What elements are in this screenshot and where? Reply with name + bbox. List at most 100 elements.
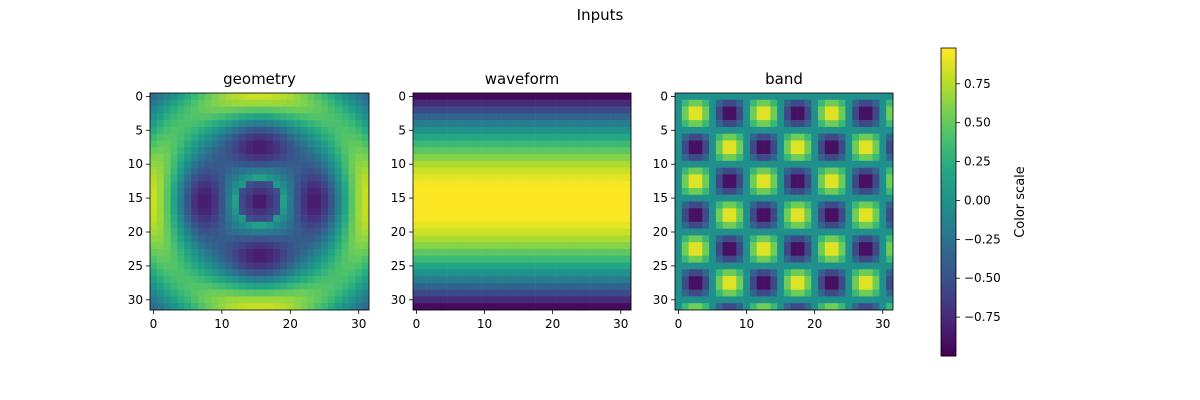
heatmap-cell	[245, 187, 253, 196]
heatmap-cell	[838, 99, 846, 107]
heatmap-cell	[286, 242, 295, 250]
heatmap-cell	[886, 126, 894, 134]
heatmap-cell	[617, 201, 625, 209]
heatmap-cell	[327, 187, 336, 196]
heatmap-cell	[617, 235, 625, 243]
heatmap-cell	[508, 201, 516, 209]
heatmap-cell	[736, 93, 744, 101]
colorbar-segment	[941, 258, 956, 262]
heatmap-cell	[528, 147, 536, 155]
heatmap-cell	[770, 113, 778, 121]
heatmap-cell	[426, 255, 434, 263]
heatmap-cell	[790, 194, 798, 202]
heatmap-cell	[508, 221, 516, 229]
heatmap-cell	[702, 154, 710, 162]
heatmap-cell	[675, 194, 683, 202]
heatmap-cell	[528, 113, 536, 121]
heatmap-cell	[729, 276, 737, 284]
heatmap-cell	[797, 201, 805, 209]
colorbar-segment	[941, 212, 956, 216]
heatmap-cell	[590, 289, 598, 297]
heatmap-cell	[528, 201, 536, 209]
heatmap-cell	[865, 99, 873, 107]
heatmap-cell	[426, 235, 434, 243]
heatmap-cell	[494, 215, 502, 223]
heatmap-cell	[280, 147, 288, 155]
heatmap-cell	[549, 187, 557, 196]
heatmap-cell	[163, 181, 171, 189]
heatmap-cell	[596, 160, 605, 168]
heatmap-cell	[197, 289, 206, 297]
heatmap-cell	[886, 167, 894, 175]
heatmap-cell	[259, 167, 267, 175]
heatmap-cell	[838, 167, 846, 175]
y-tick-label: 15	[128, 191, 143, 205]
heatmap-cell	[852, 160, 860, 168]
heatmap-cell	[790, 174, 798, 182]
heatmap-cell	[150, 194, 158, 202]
heatmap-cell	[355, 228, 363, 236]
heatmap-cell	[266, 181, 274, 189]
heatmap-cell	[695, 106, 703, 114]
heatmap-cell	[211, 208, 219, 216]
heatmap-cell	[447, 133, 455, 141]
heatmap-cell	[327, 221, 336, 229]
heatmap-cell	[624, 174, 632, 182]
heatmap-cell	[804, 93, 812, 101]
heatmap-cell	[831, 242, 839, 250]
heatmap-cell	[756, 106, 764, 114]
heatmap-cell	[688, 147, 696, 155]
heatmap-cell	[542, 221, 550, 229]
heatmap-cell	[535, 248, 543, 257]
heatmap-cell	[232, 262, 240, 270]
heatmap-cell	[777, 154, 785, 162]
heatmap-cell	[722, 181, 730, 189]
heatmap-cell	[556, 113, 564, 121]
heatmap-cell	[535, 269, 543, 277]
x-tick-label: 0	[675, 317, 683, 331]
heatmap-cell	[617, 289, 625, 297]
heatmap-cell	[797, 248, 805, 257]
heatmap-cell	[238, 181, 247, 189]
heatmap-cell	[858, 167, 867, 175]
heatmap-cell	[170, 160, 178, 168]
heatmap-cell	[865, 282, 873, 290]
heatmap-cell	[838, 106, 846, 114]
heatmap-cell	[433, 215, 441, 223]
heatmap-cell	[440, 221, 448, 229]
heatmap-cell	[184, 167, 192, 175]
heatmap-cell	[341, 208, 349, 216]
heatmap-cell	[722, 289, 730, 297]
heatmap-cell	[702, 126, 710, 134]
heatmap-cell	[852, 187, 860, 196]
heatmap-cell	[515, 303, 523, 311]
y-tick-label: 5	[135, 123, 143, 137]
heatmap-cell	[688, 194, 696, 202]
heatmap-cell	[362, 201, 370, 209]
heatmap-cell	[763, 120, 771, 128]
heatmap-cell	[197, 167, 206, 175]
heatmap-cell	[334, 174, 342, 182]
heatmap-cell	[481, 248, 489, 257]
heatmap-cell	[447, 296, 455, 304]
heatmap-cell	[204, 181, 212, 189]
heatmap-cell	[831, 113, 839, 121]
heatmap-cell	[702, 242, 710, 250]
heatmap-cell	[528, 154, 536, 162]
heatmap-cell	[184, 282, 192, 290]
heatmap-cell	[245, 201, 253, 209]
heatmap-cell	[736, 181, 744, 189]
heatmap-cell	[184, 93, 192, 101]
heatmap-cell	[419, 276, 427, 284]
heatmap-cell	[362, 154, 370, 162]
heatmap-cell	[508, 215, 516, 223]
heatmap-cell	[590, 93, 598, 101]
heatmap-cell	[824, 248, 832, 257]
heatmap-cell	[688, 208, 696, 216]
heatmap-cell	[715, 221, 723, 229]
heatmap-cell	[238, 154, 247, 162]
heatmap-cell	[583, 154, 591, 162]
heatmap-cell	[150, 248, 158, 257]
heatmap-cell	[327, 154, 336, 162]
heatmap-cell	[163, 160, 171, 168]
